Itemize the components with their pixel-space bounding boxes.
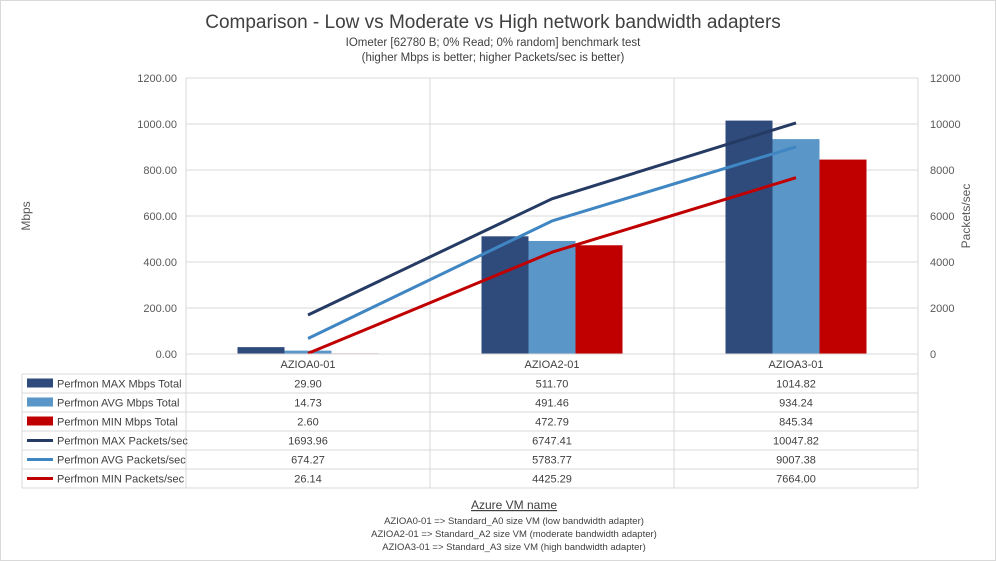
- table-cell: 934.24: [779, 398, 813, 410]
- x-note-line-2: AZIOA2-01 => Standard_A2 size VM (modera…: [371, 529, 657, 540]
- y-tick-right: 2000: [930, 303, 954, 315]
- bar: [819, 159, 867, 354]
- legend-label: Perfmon MAX Packets/sec: [57, 436, 188, 448]
- table-cell: 10047.82: [773, 436, 819, 448]
- table-cell: 845.34: [779, 417, 813, 429]
- x-tick-label: AZIOA2-01: [524, 359, 579, 371]
- legend-swatch: [27, 416, 53, 426]
- y-tick-right: 10000: [930, 119, 961, 131]
- series-line: [307, 145, 797, 340]
- series-lines: [307, 121, 797, 355]
- table-cell: 491.46: [535, 398, 569, 410]
- y-tick-right: 12000: [930, 73, 961, 85]
- bar: [725, 120, 773, 354]
- table-cell: 26.14: [294, 474, 322, 486]
- table-cell: 2.60: [297, 417, 318, 429]
- x-axis-title: Azure VM name: [471, 498, 557, 512]
- series-line: [307, 176, 797, 355]
- legend-label: Perfmon MAX Mbps Total: [57, 379, 182, 391]
- chart-title: Comparison - Low vs Moderate vs High net…: [205, 12, 781, 33]
- y-tick-right: 0: [930, 349, 936, 361]
- chart-subtitle-line-1: IOmeter [62780 B; 0% Read; 0% random] be…: [346, 37, 641, 49]
- x-note-line-3: AZIOA3-01 => Standard_A3 size VM (high b…: [382, 542, 646, 553]
- left-axis-ticks: 0.00 200.00 400.00 600.00 800.00 1000.00 1200.…: [137, 73, 177, 361]
- table-cell: 6747.41: [532, 436, 572, 448]
- y-tick-right: 4000: [930, 257, 954, 269]
- y-tick-left: 200.00: [143, 303, 177, 315]
- legend-label: Perfmon AVG Mbps Total: [57, 398, 179, 410]
- bar: [237, 347, 285, 354]
- legend-swatch: [27, 378, 53, 388]
- y-tick-left: 800.00: [143, 165, 177, 177]
- series-line: [307, 121, 797, 317]
- table-cell: 5783.77: [532, 455, 572, 467]
- y-tick-left: 400.00: [143, 257, 177, 269]
- y-tick-right: 8000: [930, 165, 954, 177]
- y-axis-title-left: Mbps: [19, 201, 33, 230]
- table-cell: 674.27: [291, 455, 325, 467]
- legend-swatch: [27, 397, 53, 407]
- chart-subtitle-line-2: (higher Mbps is better; higher Packets/s…: [362, 52, 625, 64]
- table-cell: 1014.82: [776, 379, 816, 391]
- bar: [772, 139, 820, 354]
- x-tick-label: AZIOA3-01: [768, 359, 823, 371]
- right-axis-ticks: 0 2000 4000 6000 8000 10000 12000: [930, 73, 961, 361]
- x-tick-label: AZIOA0-01: [280, 359, 335, 371]
- data-table: AZIOA0-01 AZIOA2-01 AZIOA3-01 Perfmon MAX M…: [21, 353, 919, 489]
- table-cell: 7664.00: [776, 474, 816, 486]
- y-axis-title-right: Packets/sec: [959, 184, 973, 249]
- bar: [575, 245, 623, 354]
- table-cell: 9007.38: [776, 455, 816, 467]
- y-tick-left: 0.00: [156, 349, 177, 361]
- table-cell: 511.70: [536, 379, 569, 391]
- table-cell: 1693.96: [288, 436, 328, 448]
- table-cell: 29.90: [294, 379, 322, 391]
- bars: [237, 120, 867, 354]
- table-cell: 472.79: [535, 417, 569, 429]
- bar: [481, 236, 529, 354]
- x-note-line-1: AZIOA0-01 => Standard_A0 size VM (low ba…: [384, 516, 644, 527]
- y-tick-left: 1000.00: [137, 119, 177, 131]
- y-tick-right: 6000: [930, 211, 954, 223]
- legend-label: Perfmon MIN Mbps Total: [57, 417, 178, 429]
- table-cell: 14.73: [294, 398, 322, 410]
- y-tick-left: 1200.00: [137, 73, 177, 85]
- y-tick-left: 600.00: [143, 211, 177, 223]
- table-cell: 4425.29: [532, 474, 572, 486]
- legend-label: Perfmon MIN Packets/sec: [57, 474, 185, 486]
- legend-label: Perfmon AVG Packets/sec: [57, 455, 186, 467]
